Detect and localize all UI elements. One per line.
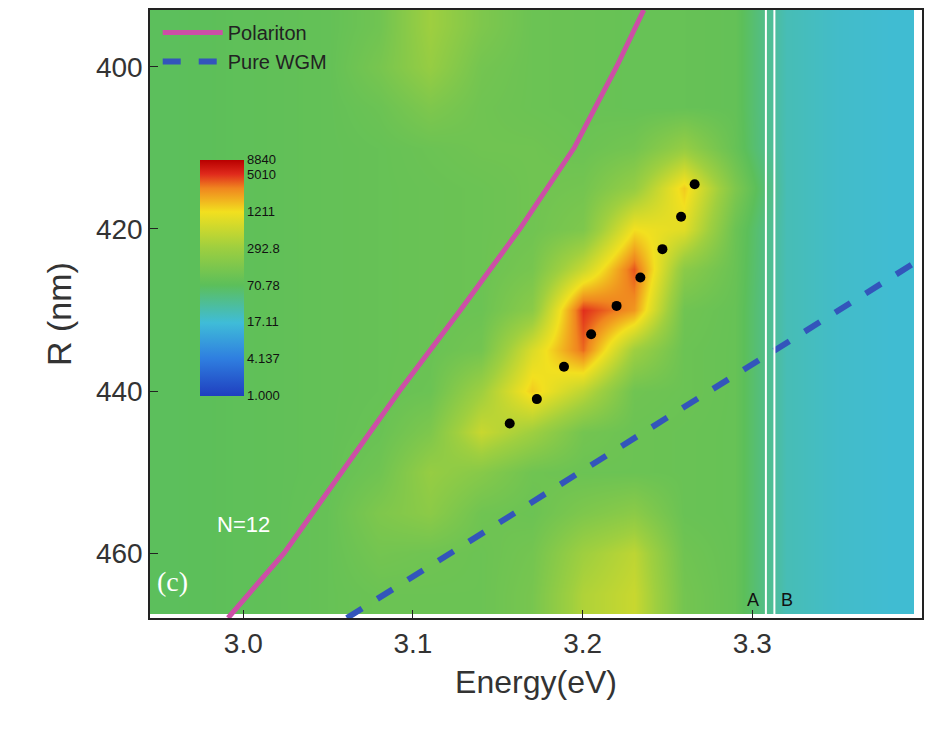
svg-text:N=12: N=12: [217, 512, 270, 537]
svg-text:400: 400: [96, 52, 143, 83]
svg-text:Pure WGM: Pure WGM: [228, 51, 327, 73]
svg-text:(c): (c): [157, 566, 188, 597]
svg-text:440: 440: [96, 376, 143, 407]
svg-text:420: 420: [96, 214, 143, 245]
svg-text:R (nm): R (nm): [40, 262, 78, 366]
svg-text:3.0: 3.0: [224, 628, 263, 659]
svg-text:4.137: 4.137: [247, 351, 280, 366]
svg-text:460: 460: [96, 538, 143, 569]
svg-text:70.78: 70.78: [247, 278, 280, 293]
svg-text:17.11: 17.11: [247, 314, 279, 329]
svg-text:3.3: 3.3: [733, 628, 772, 659]
svg-text:Energy(eV): Energy(eV): [455, 664, 617, 700]
svg-text:5010: 5010: [247, 167, 276, 182]
svg-text:3.2: 3.2: [563, 628, 602, 659]
svg-text:1.000: 1.000: [247, 388, 280, 403]
svg-text:292.8: 292.8: [247, 241, 280, 256]
svg-text:B: B: [781, 590, 793, 610]
svg-text:3.1: 3.1: [394, 628, 433, 659]
svg-text:1211: 1211: [247, 204, 275, 219]
svg-text:A: A: [747, 590, 759, 610]
svg-text:8840: 8840: [247, 152, 276, 167]
svg-text:Polariton: Polariton: [228, 22, 307, 44]
